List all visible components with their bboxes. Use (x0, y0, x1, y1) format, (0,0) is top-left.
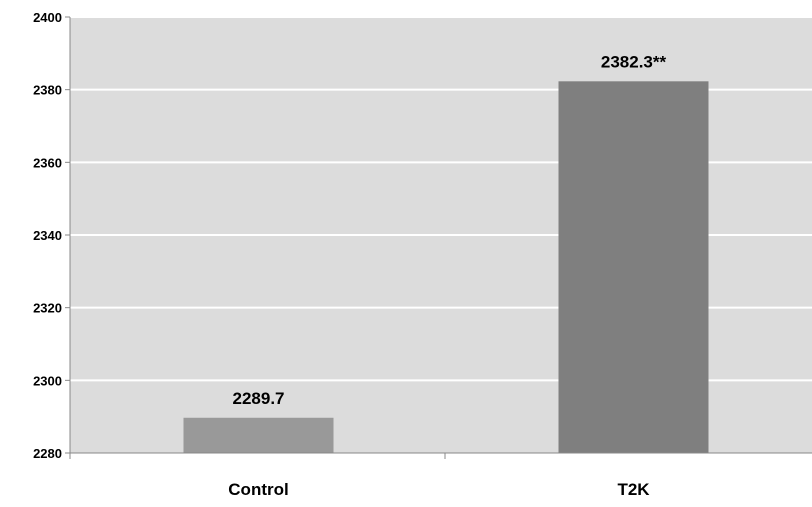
bars (183, 81, 709, 453)
y-tick-label: 2320 (33, 301, 62, 316)
y-tick-label: 2360 (33, 155, 62, 170)
y-tick-label: 2380 (33, 83, 62, 98)
data-label: 2289.7 (233, 389, 285, 408)
labels: 2280 2300 2320 2340 2360 2380 2400 2289.7 Contro… (33, 10, 666, 499)
x-category-label: T2K (617, 480, 650, 499)
y-tick-label: 2340 (33, 228, 62, 243)
y-tick-label: 2280 (33, 446, 62, 461)
bar-control (183, 417, 334, 453)
axes (65, 16, 812, 459)
gridlines (70, 16, 812, 382)
y-tick-label: 2400 (33, 10, 62, 25)
x-category-label: Control (228, 480, 288, 499)
y-tick-label: 2300 (33, 373, 62, 388)
data-label: 2382.3** (601, 52, 667, 71)
bar-t2k (558, 81, 709, 453)
